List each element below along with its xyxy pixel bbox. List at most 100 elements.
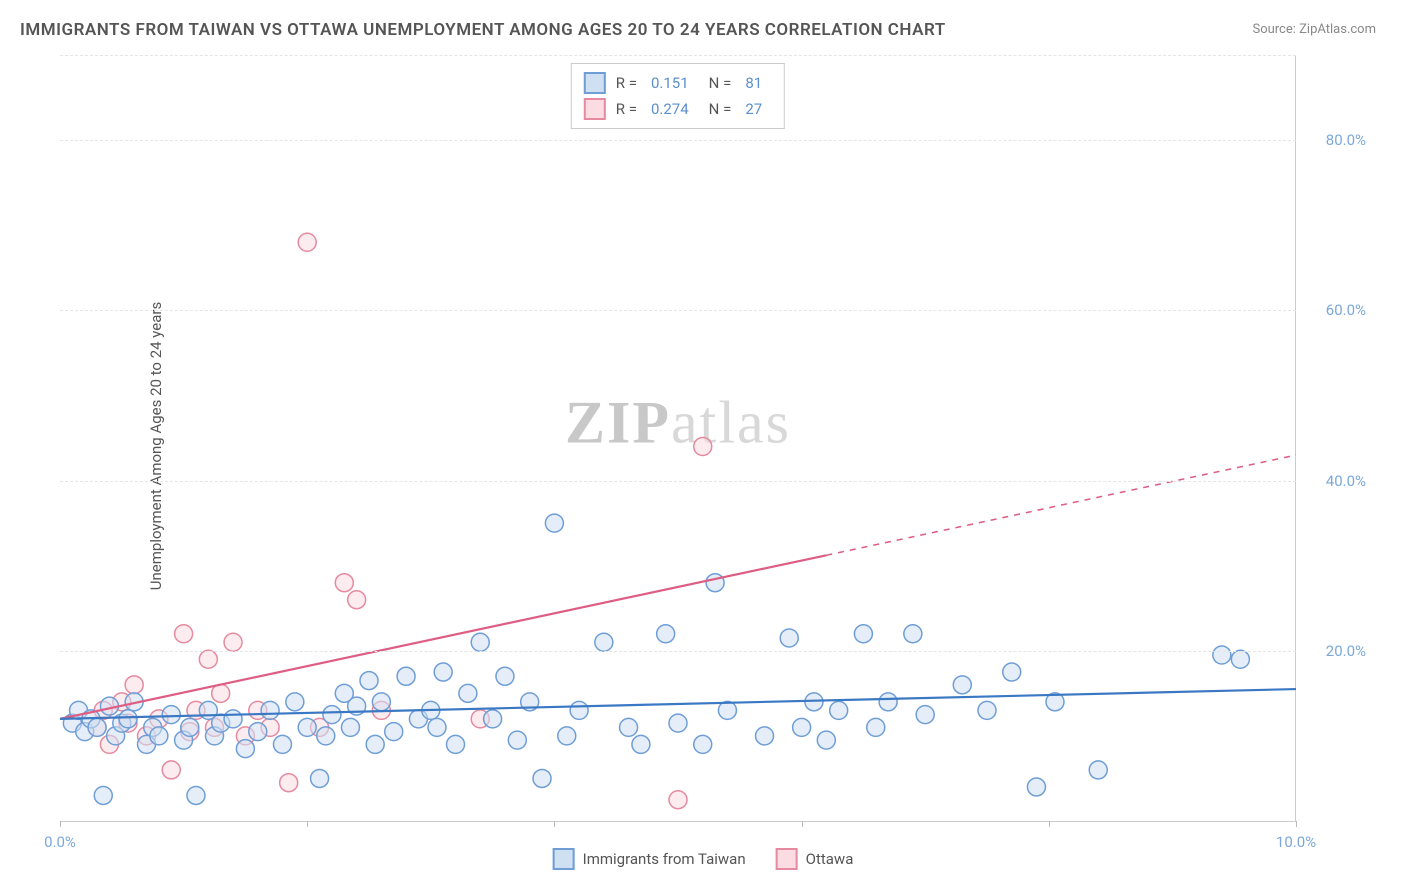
blue-point xyxy=(249,723,267,741)
xtick-label: 10.0% xyxy=(1276,833,1316,851)
pink-point xyxy=(175,625,193,643)
blue-point xyxy=(496,667,514,685)
blue-point xyxy=(261,701,279,719)
gridline xyxy=(60,310,1296,311)
blue-point xyxy=(1089,761,1107,779)
blue-point xyxy=(372,693,390,711)
pink-point xyxy=(694,438,712,456)
blue-point xyxy=(830,701,848,719)
pink-trendline-dashed xyxy=(826,455,1296,555)
pink-point xyxy=(125,676,143,694)
blue-point xyxy=(632,735,650,753)
blue-point xyxy=(916,706,934,724)
gridline xyxy=(60,55,1296,56)
blue-point xyxy=(570,701,588,719)
blue-point xyxy=(780,629,798,647)
ytick-label: 40.0% xyxy=(1326,472,1366,490)
blue-point xyxy=(447,735,465,753)
blue-point xyxy=(620,718,638,736)
blue-point xyxy=(718,701,736,719)
pink-point xyxy=(669,791,687,809)
pink-point xyxy=(335,574,353,592)
blue-point xyxy=(181,718,199,736)
blue-point xyxy=(286,693,304,711)
blue-point xyxy=(150,727,168,745)
legend-series: Immigrants from Taiwan Ottawa xyxy=(553,848,854,870)
blue-point xyxy=(459,684,477,702)
blue-point xyxy=(756,727,774,745)
gridline xyxy=(60,481,1296,482)
xtick xyxy=(1296,821,1297,827)
blue-point xyxy=(657,625,675,643)
plot-area: ZIPatlas R = 0.151 N = 81 R = 0.274 N = … xyxy=(60,55,1296,822)
blue-point xyxy=(706,574,724,592)
blue-point xyxy=(434,663,452,681)
blue-point xyxy=(273,735,291,753)
blue-point xyxy=(323,706,341,724)
blue-point xyxy=(533,769,551,787)
pink-point xyxy=(162,761,180,779)
legend-item-taiwan: Immigrants from Taiwan xyxy=(553,848,746,870)
blue-point xyxy=(484,710,502,728)
pink-point xyxy=(199,650,217,668)
blue-point xyxy=(317,727,335,745)
blue-point xyxy=(1003,663,1021,681)
blue-point xyxy=(867,718,885,736)
xtick xyxy=(60,821,61,827)
blue-point xyxy=(854,625,872,643)
ytick-label: 60.0% xyxy=(1326,301,1366,319)
legend-label-ottawa: Ottawa xyxy=(806,850,854,868)
blue-point xyxy=(978,701,996,719)
blue-point xyxy=(669,714,687,732)
blue-point xyxy=(817,731,835,749)
xtick xyxy=(554,821,555,827)
blue-point xyxy=(558,727,576,745)
blue-point xyxy=(311,769,329,787)
xtick xyxy=(307,821,308,827)
blue-point xyxy=(385,723,403,741)
blue-point xyxy=(1213,646,1231,664)
blue-point xyxy=(119,710,137,728)
legend-swatch-taiwan xyxy=(553,848,575,870)
blue-point xyxy=(341,718,359,736)
correlation-chart: IMMIGRANTS FROM TAIWAN VS OTTAWA UNEMPLO… xyxy=(0,0,1406,892)
blue-point xyxy=(953,676,971,694)
blue-point xyxy=(471,633,489,651)
legend-swatch-ottawa xyxy=(776,848,798,870)
xtick-label: 0.0% xyxy=(44,833,76,851)
blue-point xyxy=(236,740,254,758)
pink-point xyxy=(280,774,298,792)
blue-point xyxy=(508,731,526,749)
legend-label-taiwan: Immigrants from Taiwan xyxy=(583,850,746,868)
blue-point xyxy=(428,718,446,736)
blue-point xyxy=(366,735,384,753)
blue-point xyxy=(187,786,205,804)
blue-point xyxy=(1027,778,1045,796)
blue-point xyxy=(595,633,613,651)
pink-point xyxy=(298,233,316,251)
pink-point xyxy=(224,633,242,651)
source-attribution: Source: ZipAtlas.com xyxy=(1252,22,1376,37)
pink-point xyxy=(348,591,366,609)
ytick-label: 20.0% xyxy=(1326,642,1366,660)
xtick xyxy=(802,821,803,827)
scatter-svg xyxy=(60,55,1296,821)
blue-point xyxy=(88,718,106,736)
blue-point xyxy=(224,710,242,728)
blue-point xyxy=(904,625,922,643)
blue-point xyxy=(94,786,112,804)
blue-point xyxy=(360,672,378,690)
chart-title: IMMIGRANTS FROM TAIWAN VS OTTAWA UNEMPLO… xyxy=(20,20,946,40)
blue-point xyxy=(879,693,897,711)
legend-item-ottawa: Ottawa xyxy=(776,848,854,870)
blue-point xyxy=(694,735,712,753)
blue-point xyxy=(298,718,316,736)
xtick xyxy=(1049,821,1050,827)
blue-point xyxy=(793,718,811,736)
gridline xyxy=(60,140,1296,141)
blue-point xyxy=(1231,650,1249,668)
blue-point xyxy=(397,667,415,685)
blue-point xyxy=(162,706,180,724)
gridline xyxy=(60,651,1296,652)
blue-point xyxy=(545,514,563,532)
